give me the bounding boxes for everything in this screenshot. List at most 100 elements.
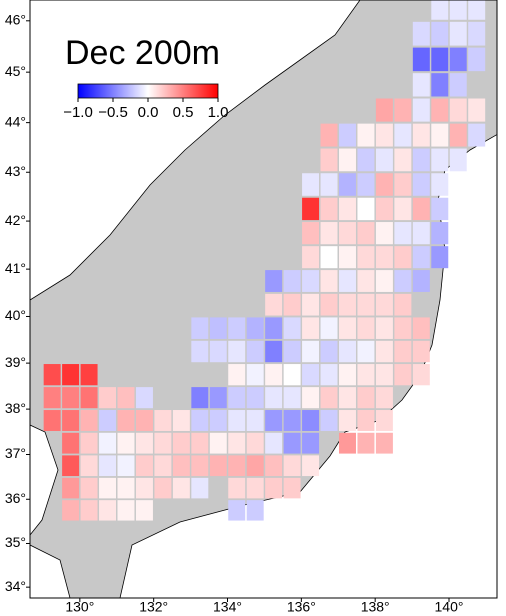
cell [283, 477, 301, 499]
cell [375, 148, 393, 172]
cell [375, 432, 393, 454]
cell [191, 340, 209, 363]
cell [99, 477, 117, 499]
cell [172, 432, 190, 454]
cell [43, 364, 61, 386]
cell [394, 173, 412, 196]
cell [135, 455, 153, 477]
cell [412, 148, 430, 172]
cell [172, 455, 190, 477]
cell [449, 0, 467, 20]
cell [375, 387, 393, 409]
cell [117, 477, 135, 499]
cell [135, 432, 153, 454]
cell [320, 246, 338, 269]
cell [265, 270, 283, 292]
cell [43, 387, 61, 409]
cell [228, 432, 246, 454]
cell [394, 148, 412, 172]
cell [228, 455, 246, 477]
cell [320, 364, 338, 386]
cell [62, 432, 80, 454]
cell [99, 500, 117, 521]
cell [80, 387, 98, 409]
cell [357, 387, 375, 409]
cell [62, 455, 80, 477]
cell [468, 123, 486, 147]
cell [449, 21, 467, 46]
cell [431, 123, 449, 147]
cell [62, 410, 80, 431]
cell [357, 410, 375, 431]
cell [449, 148, 467, 172]
cell [357, 293, 375, 316]
cell [394, 317, 412, 339]
cell [228, 364, 246, 386]
x-tick-label: 140° [435, 599, 464, 615]
cell [357, 222, 375, 245]
cell [412, 173, 430, 196]
cell [62, 364, 80, 386]
cell [394, 98, 412, 122]
cell [357, 340, 375, 363]
y-tick-label: 44° [5, 113, 26, 129]
y-tick-label: 34° [5, 578, 26, 594]
y-tick-label: 40° [5, 307, 26, 323]
cell [191, 432, 209, 454]
cell [338, 340, 356, 363]
cell [80, 432, 98, 454]
cell [246, 477, 264, 499]
cell [375, 173, 393, 196]
cell [375, 222, 393, 245]
cell [431, 222, 449, 245]
cell [62, 387, 80, 409]
cell [394, 123, 412, 147]
cell [246, 340, 264, 363]
cell [283, 455, 301, 477]
y-tick-label: 42° [5, 212, 26, 228]
cell [338, 123, 356, 147]
cell [80, 455, 98, 477]
cell [375, 98, 393, 122]
cell [357, 317, 375, 339]
cell [246, 387, 264, 409]
cell [338, 364, 356, 386]
cell [228, 500, 246, 521]
cell [154, 410, 172, 431]
cell [135, 387, 153, 409]
cell [302, 293, 320, 316]
cell [338, 410, 356, 431]
cell [357, 197, 375, 221]
y-tick-label: 36° [5, 490, 26, 506]
cell [135, 500, 153, 521]
x-tick-label: 136° [287, 599, 316, 615]
cell [412, 197, 430, 221]
cell [449, 123, 467, 147]
cell [431, 173, 449, 196]
cell [302, 197, 320, 221]
cell [468, 21, 486, 46]
cell [209, 455, 227, 477]
cell [357, 270, 375, 292]
cell [468, 47, 486, 72]
cell [412, 123, 430, 147]
cell [191, 387, 209, 409]
cell [320, 293, 338, 316]
cell [228, 477, 246, 499]
cell [265, 340, 283, 363]
cell [338, 197, 356, 221]
cell [375, 270, 393, 292]
cell [431, 148, 449, 172]
cell [320, 340, 338, 363]
cell [320, 410, 338, 431]
cell [265, 387, 283, 409]
cell [302, 317, 320, 339]
cell [135, 477, 153, 499]
y-tick-label: 43° [5, 163, 26, 179]
cell [265, 432, 283, 454]
cell [357, 432, 375, 454]
cell [412, 21, 430, 46]
cell [302, 387, 320, 409]
cell [394, 222, 412, 245]
